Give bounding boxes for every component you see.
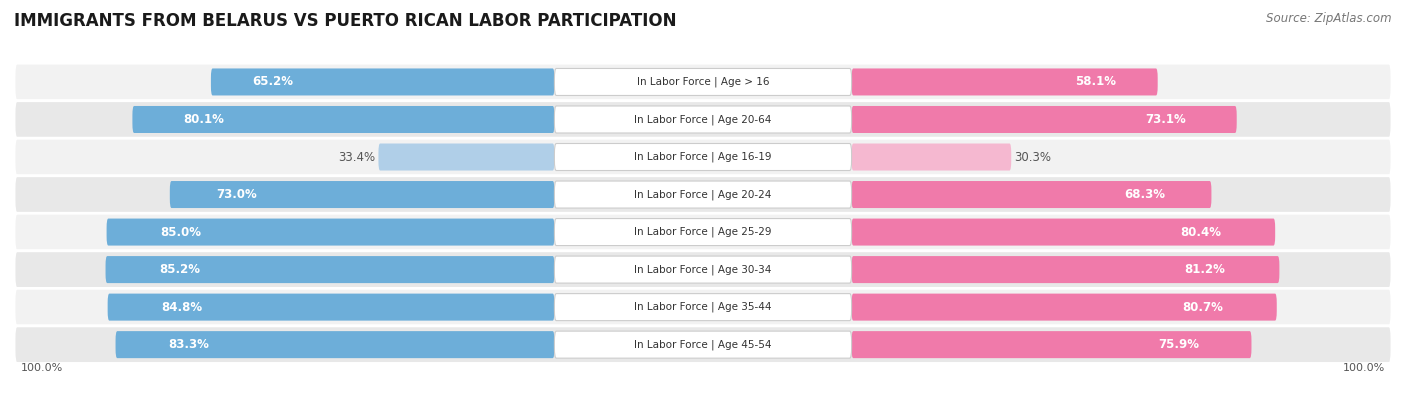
FancyBboxPatch shape: [554, 106, 852, 133]
Text: In Labor Force | Age > 16: In Labor Force | Age > 16: [637, 77, 769, 87]
Text: 100.0%: 100.0%: [21, 363, 63, 373]
FancyBboxPatch shape: [852, 181, 1212, 208]
FancyBboxPatch shape: [14, 251, 1392, 288]
FancyBboxPatch shape: [14, 213, 1392, 251]
Text: 80.7%: 80.7%: [1182, 301, 1223, 314]
Text: 80.1%: 80.1%: [183, 113, 224, 126]
FancyBboxPatch shape: [14, 138, 1392, 176]
Text: 75.9%: 75.9%: [1157, 338, 1199, 351]
FancyBboxPatch shape: [554, 143, 852, 171]
FancyBboxPatch shape: [378, 143, 554, 171]
Text: 84.8%: 84.8%: [162, 301, 202, 314]
FancyBboxPatch shape: [852, 218, 1275, 246]
FancyBboxPatch shape: [852, 293, 1277, 321]
Text: Source: ZipAtlas.com: Source: ZipAtlas.com: [1267, 12, 1392, 25]
Text: 68.3%: 68.3%: [1125, 188, 1166, 201]
FancyBboxPatch shape: [554, 218, 852, 246]
Text: In Labor Force | Age 45-54: In Labor Force | Age 45-54: [634, 339, 772, 350]
FancyBboxPatch shape: [14, 326, 1392, 363]
Text: In Labor Force | Age 35-44: In Labor Force | Age 35-44: [634, 302, 772, 312]
FancyBboxPatch shape: [105, 256, 554, 283]
FancyBboxPatch shape: [107, 218, 554, 246]
FancyBboxPatch shape: [852, 331, 1251, 358]
Text: In Labor Force | Age 30-34: In Labor Force | Age 30-34: [634, 264, 772, 275]
Text: 58.1%: 58.1%: [1076, 75, 1116, 88]
FancyBboxPatch shape: [554, 256, 852, 283]
FancyBboxPatch shape: [554, 181, 852, 208]
FancyBboxPatch shape: [554, 293, 852, 321]
Text: 81.2%: 81.2%: [1185, 263, 1226, 276]
FancyBboxPatch shape: [852, 106, 1237, 133]
Text: 65.2%: 65.2%: [252, 75, 292, 88]
Text: In Labor Force | Age 20-64: In Labor Force | Age 20-64: [634, 114, 772, 125]
FancyBboxPatch shape: [132, 106, 554, 133]
FancyBboxPatch shape: [108, 293, 554, 321]
FancyBboxPatch shape: [115, 331, 554, 358]
FancyBboxPatch shape: [170, 181, 554, 208]
FancyBboxPatch shape: [211, 68, 554, 96]
Text: 85.0%: 85.0%: [160, 226, 201, 239]
FancyBboxPatch shape: [554, 331, 852, 358]
FancyBboxPatch shape: [14, 101, 1392, 138]
Text: IMMIGRANTS FROM BELARUS VS PUERTO RICAN LABOR PARTICIPATION: IMMIGRANTS FROM BELARUS VS PUERTO RICAN …: [14, 12, 676, 30]
FancyBboxPatch shape: [14, 288, 1392, 326]
Text: In Labor Force | Age 16-19: In Labor Force | Age 16-19: [634, 152, 772, 162]
Text: In Labor Force | Age 25-29: In Labor Force | Age 25-29: [634, 227, 772, 237]
FancyBboxPatch shape: [852, 256, 1279, 283]
Text: 85.2%: 85.2%: [159, 263, 201, 276]
Text: 30.3%: 30.3%: [1015, 150, 1052, 164]
Text: 73.0%: 73.0%: [217, 188, 257, 201]
Text: In Labor Force | Age 20-24: In Labor Force | Age 20-24: [634, 189, 772, 200]
FancyBboxPatch shape: [852, 68, 1157, 96]
FancyBboxPatch shape: [554, 68, 852, 96]
Text: 73.1%: 73.1%: [1146, 113, 1187, 126]
Text: 100.0%: 100.0%: [1343, 363, 1385, 373]
FancyBboxPatch shape: [14, 63, 1392, 101]
FancyBboxPatch shape: [852, 143, 1011, 171]
FancyBboxPatch shape: [14, 176, 1392, 213]
Text: 80.4%: 80.4%: [1181, 226, 1222, 239]
Text: 83.3%: 83.3%: [169, 338, 209, 351]
Text: 33.4%: 33.4%: [337, 150, 375, 164]
